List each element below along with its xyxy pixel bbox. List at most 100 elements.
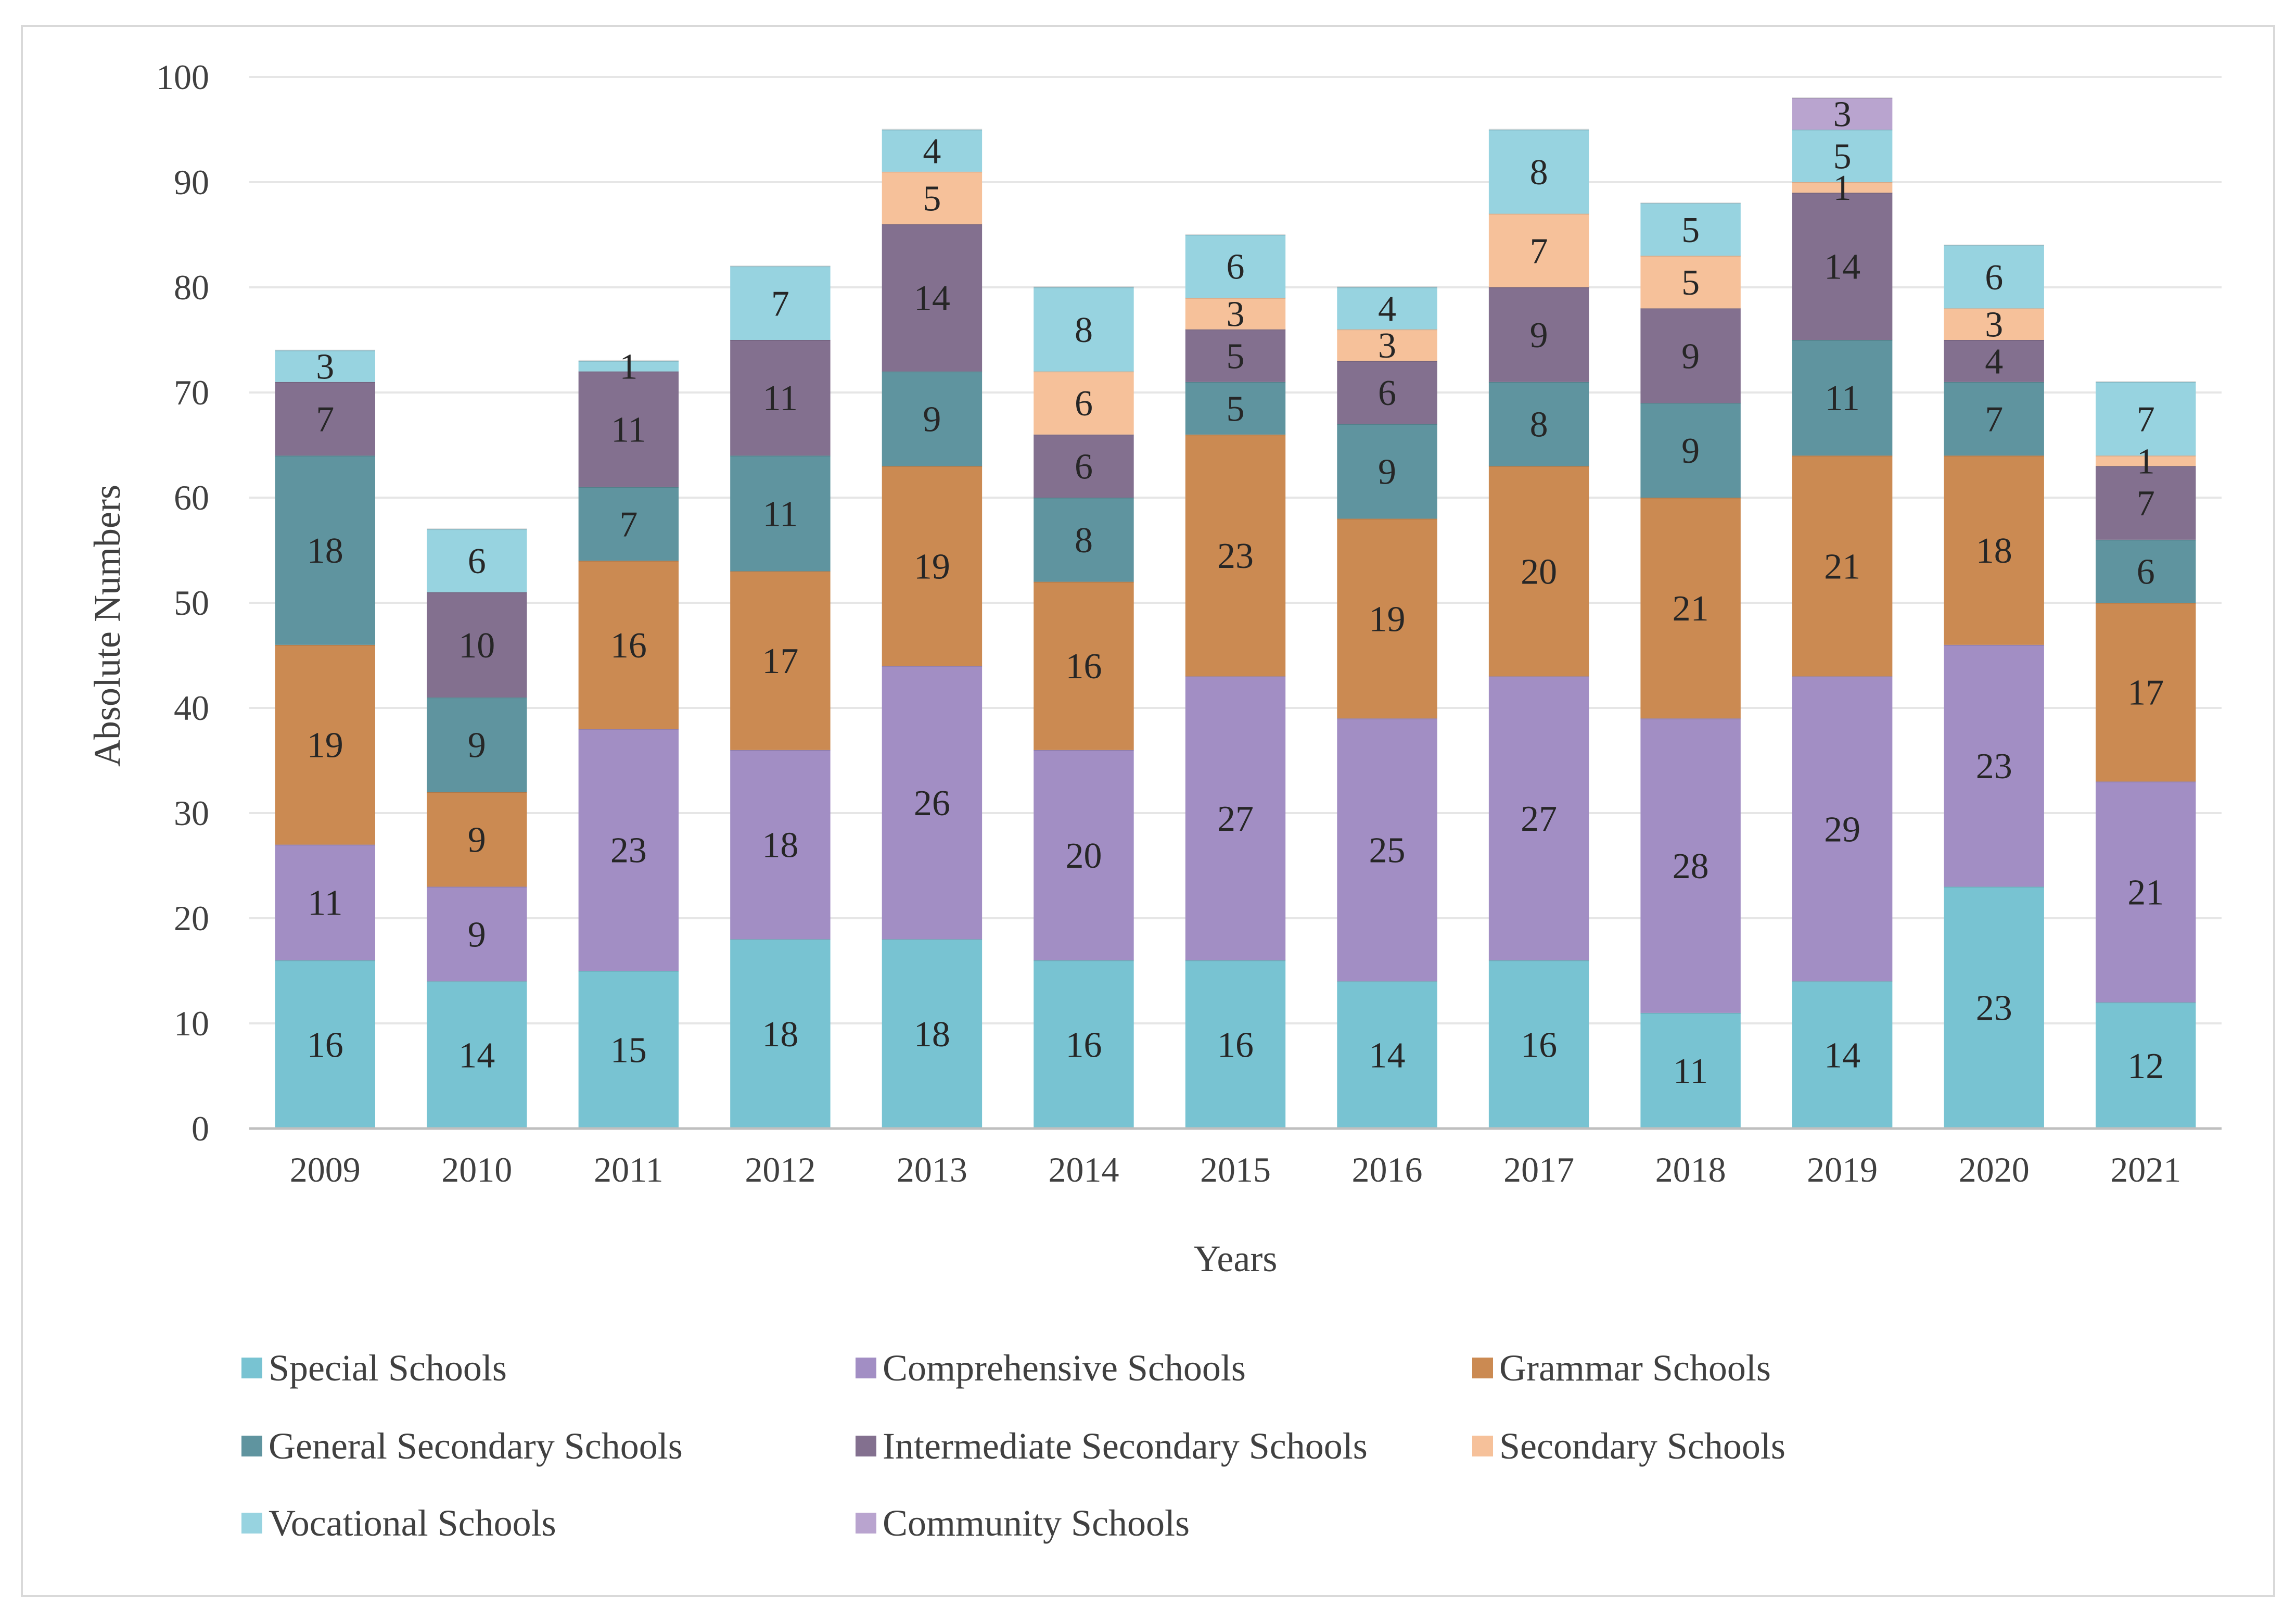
data-label: 14 (1824, 247, 1860, 287)
bar-segment (427, 886, 527, 982)
y-axis-title: Absolute Numbers (86, 485, 128, 767)
legend-label: Secondary Schools (1499, 1425, 1785, 1467)
data-label: 1 (1833, 168, 1852, 208)
y-tick-label: 10 (174, 1004, 209, 1043)
bar-segment (275, 350, 375, 382)
legend-swatch (1472, 1436, 1493, 1456)
bar-segment (578, 971, 679, 1129)
bar-segment (1488, 287, 1589, 382)
data-label: 3 (1985, 305, 2003, 345)
bar-segment (1640, 256, 1741, 309)
y-tick-label: 100 (156, 57, 209, 97)
bar-segment (2096, 539, 2196, 603)
legend-item: Special Schools (241, 1347, 507, 1389)
data-label: 5 (923, 179, 941, 219)
data-label: 5 (1833, 137, 1852, 177)
bar-segment (275, 382, 375, 456)
bar-segment (2096, 455, 2196, 466)
data-label: 1 (2137, 441, 2155, 481)
bar-segment (578, 361, 679, 372)
bar-segment (578, 487, 679, 561)
data-label: 16 (1065, 647, 1102, 687)
bar-segment (730, 455, 831, 572)
data-label: 5 (1227, 336, 1245, 376)
data-label: 7 (619, 505, 637, 545)
bar-segment (1640, 1012, 1741, 1129)
data-label: 12 (2127, 1046, 2164, 1086)
bar-segment (730, 266, 831, 340)
y-tick-label: 50 (174, 583, 209, 623)
bar-segment (882, 466, 983, 666)
x-tick-label: 2009 (290, 1150, 361, 1189)
bar-segment (1337, 361, 1437, 424)
bar-segment (1185, 329, 1286, 382)
bar-segment (275, 455, 375, 645)
x-tick-label: 2011 (594, 1150, 663, 1189)
data-label: 23 (610, 831, 647, 871)
legend-swatch (1472, 1358, 1493, 1378)
bar-segment (1488, 676, 1589, 960)
data-label: 14 (458, 1036, 495, 1076)
data-label: 9 (468, 915, 486, 955)
x-tick-label: 2013 (897, 1150, 967, 1189)
y-tick-label: 90 (174, 162, 209, 202)
legend-swatch (856, 1513, 876, 1534)
bar-segment (1034, 960, 1134, 1129)
data-label: 25 (1369, 831, 1406, 871)
y-tick-label: 30 (174, 793, 209, 833)
data-label: 8 (1530, 405, 1548, 445)
data-label: 11 (308, 883, 342, 923)
data-label: 3 (1378, 326, 1396, 366)
data-label: 17 (2127, 673, 2164, 713)
bar-segment (1185, 676, 1286, 960)
data-label: 9 (468, 726, 486, 766)
x-axis-title: Years (1194, 1238, 1278, 1279)
bar-segment (1944, 340, 2044, 382)
data-label: 20 (1521, 552, 1557, 592)
data-labels: 1611191873149991061523167111181817111171… (307, 95, 2164, 1092)
bar-segment (427, 792, 527, 887)
data-label: 19 (914, 547, 950, 587)
x-tick-label: 2014 (1048, 1150, 1119, 1189)
stacked-bar-chart: 1611191873149991061523167111181817111171… (86, 57, 2222, 1544)
data-label: 28 (1673, 846, 1709, 886)
data-label: 11 (763, 494, 798, 534)
data-label: 16 (1217, 1025, 1254, 1065)
bar-segment (882, 666, 983, 940)
bar-segment (1337, 718, 1437, 982)
bar-segment (730, 340, 831, 456)
bar-segment (275, 844, 375, 960)
bar-segment (1488, 130, 1589, 214)
legend-swatch (241, 1513, 262, 1534)
bar-segment (882, 939, 983, 1129)
bar-segment (1185, 298, 1286, 330)
data-label: 7 (316, 400, 334, 440)
data-label: 9 (923, 400, 941, 440)
bar-segment (1185, 960, 1286, 1129)
data-label: 6 (468, 541, 486, 581)
bar-segment (1792, 182, 1893, 193)
data-label: 7 (1985, 400, 2003, 440)
data-label: 9 (468, 820, 486, 860)
bar-segment (578, 561, 679, 729)
bar-segment (2096, 1002, 2196, 1129)
bar-segment (1792, 340, 1893, 456)
legend-label: Intermediate Secondary Schools (883, 1425, 1368, 1467)
bar-segment (1792, 981, 1893, 1129)
data-label: 21 (2127, 873, 2164, 913)
bar-segment (1640, 718, 1741, 1013)
data-label: 21 (1673, 589, 1709, 629)
data-label: 5 (1681, 263, 1700, 303)
y-tick-label: 20 (174, 898, 209, 938)
data-label: 7 (1530, 231, 1548, 271)
bar-segment (1792, 455, 1893, 677)
legend: Special Schools Comprehensive Schools Gram… (241, 1347, 1785, 1544)
data-label: 19 (307, 726, 343, 766)
bar-segment (882, 130, 983, 172)
bar-segment (1337, 329, 1437, 361)
bar-segment (427, 592, 527, 698)
bar-segment (1034, 750, 1134, 960)
data-label: 18 (1976, 531, 2012, 571)
x-tick-label: 2015 (1200, 1150, 1271, 1189)
x-tick-label: 2017 (1503, 1150, 1574, 1189)
